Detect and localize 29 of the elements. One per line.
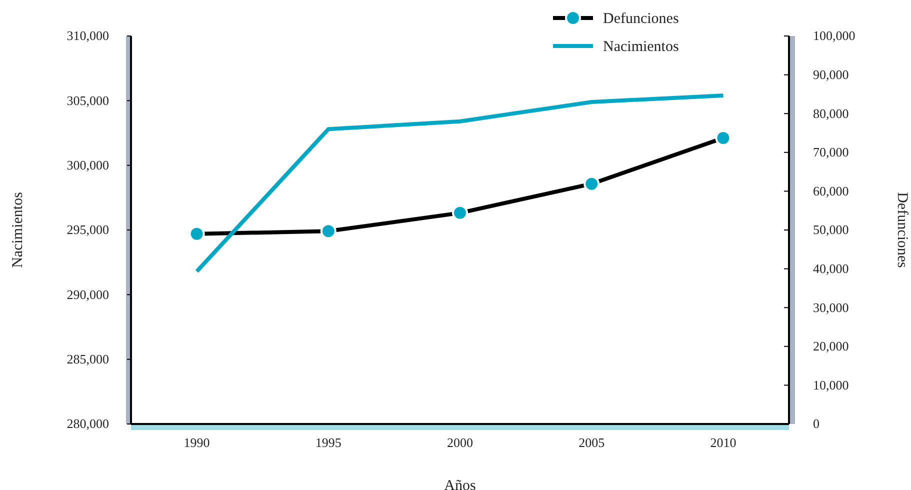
y2-tick-label: 70,000 <box>813 144 849 160</box>
y2-axis-title: Defunciones <box>894 192 910 268</box>
x-tick-label: 1990 <box>184 435 210 450</box>
legend-label: Nacimientos <box>603 39 679 55</box>
x-tick-label: 2000 <box>447 435 473 450</box>
y2-tick-label: 90,000 <box>813 66 849 82</box>
line-series <box>194 93 726 274</box>
y-tick-label: 285,000 <box>66 351 109 366</box>
y-tick-label: 290,000 <box>66 286 109 302</box>
x-tick-label: 2005 <box>578 435 605 450</box>
y2-tick-label: 100,000 <box>813 28 856 44</box>
y-tick-label: 295,000 <box>66 222 109 238</box>
y-tick-label: 300,000 <box>66 157 109 172</box>
x-tick-label: 1995 <box>315 435 342 450</box>
y2-tick-label: 40,000 <box>813 260 849 276</box>
y2-tick-label: 50,000 <box>813 222 849 238</box>
y-tick-label: 310,000 <box>66 28 109 44</box>
y2-tick-label: 30,000 <box>813 300 849 315</box>
y-tick-label: 305,000 <box>66 92 109 108</box>
y2-tick-label: 10,000 <box>813 377 849 392</box>
y2-tick-label: 80,000 <box>813 106 849 121</box>
y-axis-title: Nacimientos <box>10 192 26 268</box>
y2-tick-label: 20,000 <box>813 338 849 354</box>
y-tick-label: 280,000 <box>66 416 109 432</box>
x-axis-title: Años <box>444 478 476 490</box>
legend-label: Defunciones <box>603 11 679 27</box>
y2-tick-label: 0 <box>813 416 820 432</box>
y2-tick-label: 60,000 <box>813 183 849 198</box>
x-tick-label: 2010 <box>710 435 736 450</box>
